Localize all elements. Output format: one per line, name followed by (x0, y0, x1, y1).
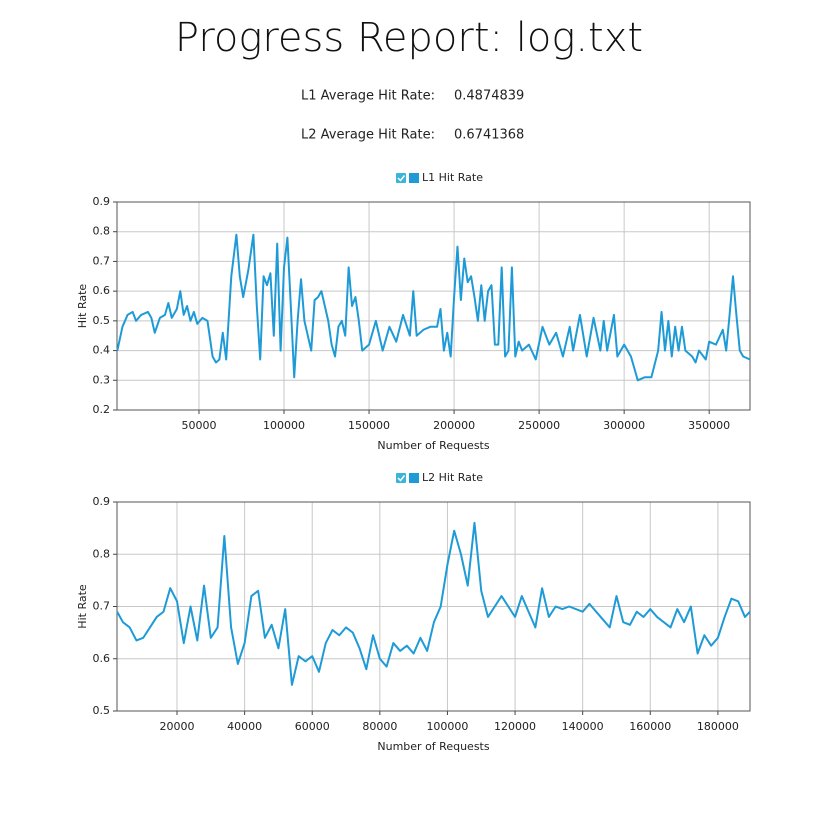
page-title: Progress Report: log.txt (175, 15, 643, 61)
stat-value: 0.6741368 (454, 128, 524, 143)
x-axis-label: Number of Requests (377, 740, 489, 753)
y-axis-label: Hit Rate (76, 584, 89, 629)
x-tick-label: 120000 (494, 720, 536, 733)
plot-frame (116, 501, 751, 712)
y-tick-label: 0.4 (93, 344, 111, 357)
series-line (116, 233, 751, 382)
legend-checkbox[interactable] (396, 473, 406, 483)
stat-value: 0.4874839 (454, 89, 524, 104)
x-tick-label: 180000 (697, 720, 739, 733)
x-tick-label: 160000 (629, 720, 671, 733)
x-tick-label: 350000 (688, 419, 730, 432)
y-tick-label: 0.7 (93, 600, 111, 613)
x-tick-label: 150000 (348, 419, 390, 432)
x-axis-label: Number of Requests (377, 439, 489, 452)
legend-swatch (409, 473, 419, 483)
legend-check (397, 175, 406, 182)
series-line (116, 521, 751, 686)
x-tick-label: 300000 (603, 419, 645, 432)
y-axis-label: Hit Rate (76, 284, 89, 329)
legend-label: L2 Hit Rate (422, 471, 483, 484)
y-tick-label: 0.9 (93, 195, 111, 208)
legend-check (397, 475, 406, 482)
x-tick-label: 100000 (263, 419, 305, 432)
x-tick-label: 50000 (181, 419, 216, 432)
x-tick-label: 40000 (227, 720, 262, 733)
x-tick-label: 140000 (562, 720, 604, 733)
y-tick-label: 0.8 (93, 225, 111, 238)
stat-label: L1 Average Hit Rate: (301, 89, 435, 104)
y-tick-label: 0.6 (93, 284, 111, 297)
y-tick-label: 0.3 (93, 373, 111, 386)
y-tick-label: 0.2 (93, 403, 111, 416)
y-tick-label: 0.5 (93, 704, 111, 717)
legend-checkbox[interactable] (396, 173, 406, 183)
y-tick-label: 0.8 (93, 547, 111, 560)
stat-label: L2 Average Hit Rate: (301, 128, 435, 143)
plot-frame (116, 201, 751, 411)
y-tick-label: 0.6 (93, 652, 111, 665)
x-tick-label: 80000 (362, 720, 397, 733)
legend-swatch (409, 173, 419, 183)
x-tick-label: 250000 (518, 419, 560, 432)
x-tick-label: 20000 (160, 720, 195, 733)
x-tick-label: 100000 (426, 720, 468, 733)
y-tick-label: 0.9 (93, 495, 111, 508)
x-tick-label: 200000 (433, 419, 475, 432)
y-tick-label: 0.5 (93, 314, 111, 327)
legend-label: L1 Hit Rate (422, 171, 483, 184)
x-tick-label: 60000 (295, 720, 330, 733)
y-tick-label: 0.7 (93, 254, 111, 267)
